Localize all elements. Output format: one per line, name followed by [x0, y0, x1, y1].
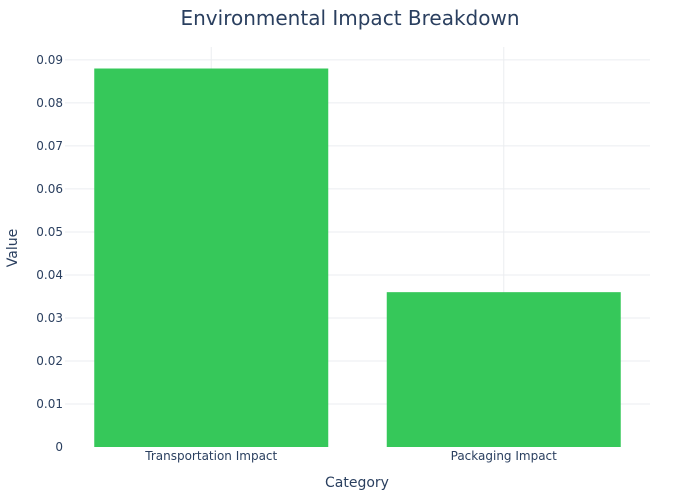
y-tick-label: 0.07 [36, 139, 63, 153]
y-tick-label: 0.02 [36, 354, 63, 368]
y-tick-label: 0.09 [36, 53, 63, 67]
y-tick-label: 0.05 [36, 225, 63, 239]
x-tick-label: Packaging Impact [451, 449, 558, 463]
y-axis-title: Value [5, 229, 21, 267]
tick-layer: 0 0.01 0.02 0.03 0.04 0.05 0.06 0.07 0.08 0.09 Tra… [36, 53, 557, 463]
y-tick-label: 0.04 [36, 268, 63, 282]
bar-transportation-impact[interactable] [94, 68, 329, 448]
bar-packaging-impact[interactable] [386, 292, 621, 447]
y-tick-label: 0.03 [36, 311, 63, 325]
x-tick-label: Transportation Impact [144, 449, 277, 463]
y-tick-label: 0.01 [36, 397, 63, 411]
chart-title: Environmental Impact Breakdown [180, 6, 519, 30]
bar-layer [94, 68, 621, 448]
y-tick-label: 0.06 [36, 182, 63, 196]
y-tick-label: 0 [55, 440, 63, 454]
x-axis-title: Category [325, 475, 389, 491]
y-tick-label: 0.08 [36, 96, 63, 110]
